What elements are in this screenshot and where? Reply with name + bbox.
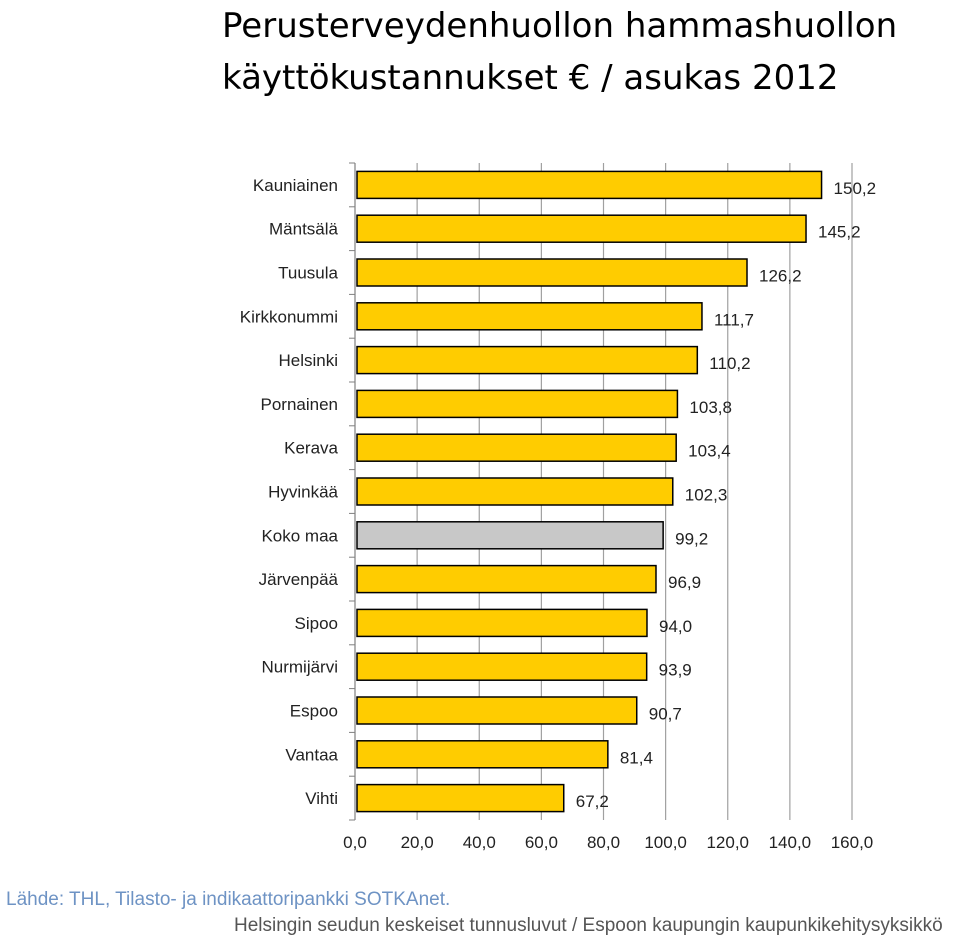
x-tick-label: 160,0 [831,833,874,852]
x-tick-label: 0,0 [343,833,367,852]
x-tick-label: 80,0 [587,833,620,852]
bar-chart: Kauniainen 150,2 Mäntsälä 145,2 Tuusula 126,2… [240,162,877,852]
category-label: Vihti [305,789,338,808]
bar [356,170,823,200]
chart-title-line-1: Perusterveydenhuollon hammashuollon [222,6,898,46]
category-label: Pornainen [260,395,338,414]
x-tick-label: 120,0 [706,833,749,852]
bar [356,477,674,506]
footer-note: Helsingin seudun keskeiset tunnusluvut /… [234,915,943,936]
data-label: 99,2 [675,529,708,548]
data-label: 81,4 [620,748,653,767]
data-label: 150,2 [834,179,877,198]
data-label: 145,2 [818,223,861,242]
x-tick-label: 60,0 [525,833,558,852]
data-label: 90,7 [649,705,682,724]
data-label: 93,9 [659,661,692,680]
category-label: Vantaa [285,745,338,764]
data-label: 102,3 [685,486,728,505]
category-label: Kauniainen [253,176,338,195]
bar [356,389,679,419]
category-label: Koko maa [261,526,338,545]
bar [356,433,677,462]
category-label: Espoo [290,702,338,721]
category-label: Mäntsälä [269,220,339,239]
category-label: Tuusula [278,264,338,283]
data-label: 103,4 [688,442,731,461]
bar [356,521,664,550]
bar [356,302,703,331]
category-label: Hyvinkää [268,483,338,502]
data-label: 126,2 [759,267,802,286]
bar [356,214,807,243]
bar [356,783,565,813]
bar [356,652,648,681]
data-label: 96,9 [668,573,701,592]
data-label: 94,0 [659,617,692,636]
x-tick-label: 40,0 [463,833,496,852]
chart-title-line-2: käyttökustannukset € / asukas 2012 [222,58,839,98]
data-label: 110,2 [709,354,750,373]
chart-title: Perusterveydenhuollon hammashuollon käyt… [222,0,952,104]
bar [356,696,638,725]
bar [356,258,748,287]
source-note: Lähde: THL, Tilasto- ja indikaattoripank… [6,889,451,910]
category-label: Sipoo [295,614,338,633]
category-label: Helsinki [278,351,338,370]
x-tick-label: 20,0 [401,833,434,852]
bar [356,345,699,375]
bar [356,740,609,769]
bar [356,564,657,594]
data-label: 103,8 [689,398,732,417]
x-tick-label: 100,0 [644,833,687,852]
data-label: 111,7 [714,310,754,329]
category-label: Järvenpää [259,570,339,589]
category-label: Kirkkonummi [240,307,338,326]
data-label: 67,2 [576,792,609,811]
category-label: Kerava [284,439,338,458]
x-tick-label: 140,0 [769,833,812,852]
category-label: Nurmijärvi [262,658,339,677]
bar [356,608,648,638]
